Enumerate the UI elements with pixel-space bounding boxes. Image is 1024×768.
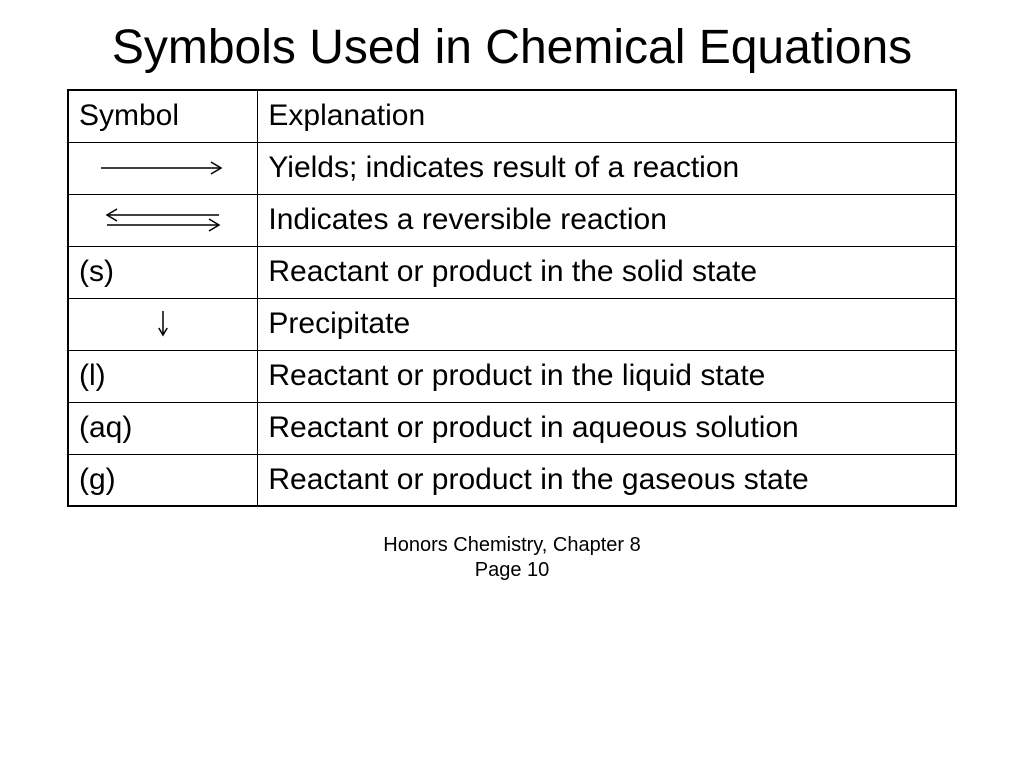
table-row: Yields; indicates result of a reaction: [68, 142, 956, 194]
symbol-cell: (g): [68, 454, 258, 506]
symbol-text: (g): [79, 463, 116, 496]
arrow-reversible-icon: [79, 205, 247, 235]
explanation-cell: Yields; indicates result of a reaction: [258, 142, 956, 194]
symbol-cell: (aq): [68, 402, 258, 454]
symbol-cell: [68, 194, 258, 246]
symbol-cell: [68, 142, 258, 194]
slide-title: Symbols Used in Chemical Equations: [112, 20, 912, 75]
table-row: Precipitate: [68, 298, 956, 350]
table-row: Indicates a reversible reaction: [68, 194, 956, 246]
table-header-row: Symbol Explanation: [68, 90, 956, 142]
header-symbol: Symbol: [68, 90, 258, 142]
symbol-text: (aq): [79, 411, 132, 444]
table-row: (l) Reactant or product in the liquid sta…: [68, 350, 956, 402]
header-explanation: Explanation: [258, 90, 956, 142]
arrow-down-icon: [79, 307, 247, 341]
symbol-text: (s): [79, 255, 114, 288]
footer-line-1: Honors Chemistry, Chapter 8: [383, 533, 641, 558]
explanation-cell: Reactant or product in the gaseous state: [258, 454, 956, 506]
table-row: (g) Reactant or product in the gaseous st…: [68, 454, 956, 506]
explanation-cell: Indicates a reversible reaction: [258, 194, 956, 246]
symbols-table: Symbol Explanation Yields; indicates res…: [67, 89, 957, 507]
symbol-cell: [68, 298, 258, 350]
explanation-cell: Reactant or product in aqueous solution: [258, 402, 956, 454]
table-row: (aq) Reactant or product in aqueous solut…: [68, 402, 956, 454]
explanation-cell: Reactant or product in the liquid state: [258, 350, 956, 402]
table-row: (s) Reactant or product in the solid stat…: [68, 246, 956, 298]
symbol-cell: (l): [68, 350, 258, 402]
arrow-right-icon: [79, 158, 247, 178]
symbol-cell: (s): [68, 246, 258, 298]
explanation-cell: Reactant or product in the solid state: [258, 246, 956, 298]
slide-footer: Honors Chemistry, Chapter 8 Page 10: [383, 533, 641, 583]
symbol-text: (l): [79, 359, 106, 392]
footer-line-2: Page 10: [383, 558, 641, 583]
explanation-cell: Precipitate: [258, 298, 956, 350]
